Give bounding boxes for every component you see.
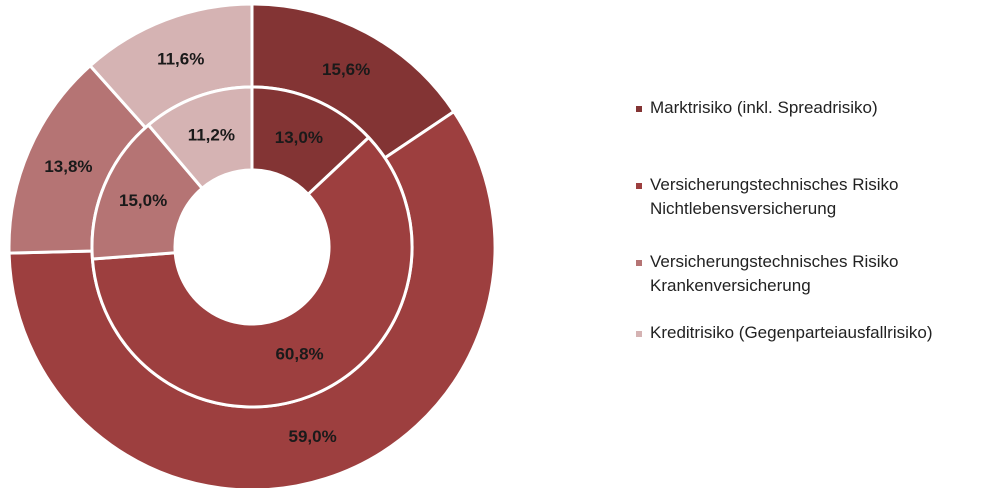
legend-label: Kreditrisiko (Gegenparteiausfallrisiko) xyxy=(650,323,933,342)
legend-item: Versicherungstechnisches Risiko Nichtleb… xyxy=(636,173,996,221)
data-label: 60,8% xyxy=(275,344,323,363)
legend-item: Marktrisiko (inkl. Spreadrisiko) xyxy=(636,96,996,120)
legend-item: Versicherungstechnisches Risiko Krankenv… xyxy=(636,250,996,298)
donut-segment xyxy=(90,135,414,409)
legend-item: Kreditrisiko (Gegenparteiausfallrisiko) xyxy=(636,321,996,345)
data-label: 15,0% xyxy=(119,191,167,210)
legend-swatch xyxy=(636,183,642,189)
data-label: 13,0% xyxy=(275,128,323,147)
data-label: 59,0% xyxy=(289,427,337,446)
donut-segment xyxy=(90,122,205,261)
legend-label: Versicherungstechnisches Risiko Nichtleb… xyxy=(650,175,899,218)
legend-swatch xyxy=(636,106,642,112)
legend-label: Versicherungstechnisches Risiko Krankenv… xyxy=(650,252,899,295)
legend-label: Marktrisiko (inkl. Spreadrisiko) xyxy=(650,98,878,117)
data-label: 11,2% xyxy=(188,126,235,145)
donut-segment xyxy=(146,85,254,191)
legend-swatch xyxy=(636,331,642,337)
data-label: 13,8% xyxy=(44,157,92,176)
legend-swatch xyxy=(636,260,642,266)
data-label: 11,6% xyxy=(157,50,204,69)
data-label: 15,6% xyxy=(322,60,370,79)
